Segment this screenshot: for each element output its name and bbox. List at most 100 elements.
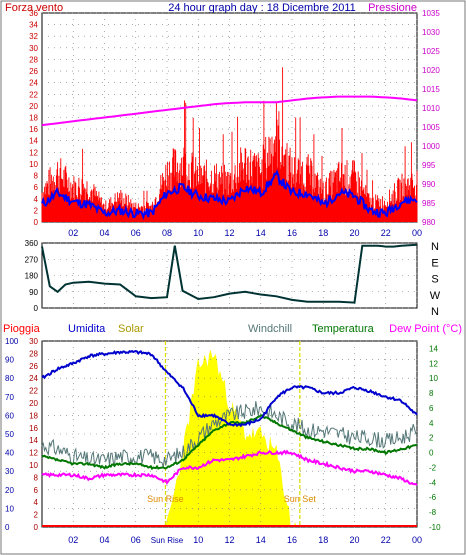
- sun-set-label: Sun Set: [284, 494, 317, 504]
- wind-pressure-plot: 0246810121416182022242628303234369809859…: [29, 9, 440, 238]
- wind-x-tick-label: 12: [224, 228, 234, 238]
- dewpoint-line: [41, 449, 418, 486]
- wind-x-tick-label: 16: [287, 228, 297, 238]
- direction-tick-label: 360: [25, 239, 39, 248]
- wind-tick-label: 10: [29, 160, 38, 169]
- wind-x-tick-label: 18: [318, 228, 328, 238]
- legend-dewpoint: Dew Point (°C): [389, 323, 462, 335]
- direction-tick-label: 270: [25, 255, 39, 264]
- wind-tick-label: 18: [29, 114, 38, 123]
- temp-tick-label: 12: [429, 359, 438, 368]
- wind-tick-label: 26: [29, 67, 38, 76]
- legend-temperatura: Temperatura: [312, 323, 375, 335]
- wind-x-tick-label: 06: [131, 228, 141, 238]
- umidita-tick-label: 70: [5, 393, 14, 402]
- wind-tick-label: 8: [34, 172, 39, 181]
- pressure-tick-label: 1015: [422, 85, 440, 94]
- temp-tick-label: -4: [429, 478, 437, 487]
- temp-x-tick-label: 10: [193, 535, 203, 545]
- umidita-tick-label: 90: [5, 356, 14, 365]
- wind-tick-label: 4: [34, 195, 39, 204]
- pressure-tick-label: 995: [422, 161, 436, 170]
- umidita-tick-label: 0: [5, 523, 10, 532]
- pioggia-tick-label: 14: [29, 436, 38, 445]
- solar-area: [165, 349, 300, 527]
- pressure-tick-label: 985: [422, 199, 436, 208]
- compass-label: N: [431, 241, 439, 253]
- pioggia-tick-label: 2: [34, 511, 39, 520]
- legend-umidita: Umidita: [68, 323, 106, 335]
- chart-title: 24 hour graph day : 18 Dicembre 2011: [168, 2, 356, 14]
- pressure-axis-label: Pressione: [368, 2, 417, 14]
- wind-tick-label: 2: [34, 206, 39, 215]
- temp-x-tick-label: 20: [349, 535, 359, 545]
- temp-x-tick-label: 04: [99, 535, 109, 545]
- temp-humidity-solar-plot: 0102030405060708090100024681012141618202…: [5, 337, 441, 545]
- temp-x-tick-label: 18: [318, 535, 328, 545]
- wind-x-tick-label: 10: [193, 228, 203, 238]
- legend-pioggia: Pioggia: [3, 323, 41, 335]
- pressure-tick-label: 990: [422, 180, 436, 189]
- wind-tick-label: 16: [29, 125, 38, 134]
- wind-tick-label: 14: [29, 137, 38, 146]
- temp-tick-label: -8: [429, 508, 437, 517]
- pioggia-tick-label: 30: [29, 337, 38, 346]
- wind-x-tick-label: 14: [256, 228, 266, 238]
- pioggia-tick-label: 12: [29, 449, 38, 458]
- pioggia-tick-label: 16: [29, 424, 38, 433]
- wind-tick-label: 36: [29, 9, 38, 18]
- wind-axis-label: Forza vento: [5, 2, 63, 14]
- umidita-tick-label: 80: [5, 374, 14, 383]
- legend-windchill: Windchill: [248, 323, 292, 335]
- wind-x-tick-label: 20: [349, 228, 359, 238]
- temp-tick-label: -10: [429, 523, 441, 532]
- umidita-tick-label: 60: [5, 411, 14, 420]
- temp-tick-label: 0: [429, 449, 434, 458]
- wind-tick-label: 0: [34, 218, 39, 227]
- wind-average-line: [41, 169, 418, 221]
- pressure-tick-label: 1025: [422, 47, 440, 56]
- pioggia-tick-label: 0: [34, 523, 39, 532]
- temp-x-tick-label: 12: [224, 535, 234, 545]
- direction-line: [41, 243, 418, 304]
- compass-label: S: [431, 274, 438, 286]
- wind-tick-label: 12: [29, 148, 38, 157]
- temp-tick-label: 4: [429, 419, 434, 428]
- pioggia-tick-label: 10: [29, 461, 38, 470]
- sun-rise-label: Sun Rise: [147, 494, 184, 504]
- wind-x-tick-label: 00: [412, 228, 422, 238]
- wind-tick-label: 24: [29, 79, 38, 88]
- pressure-line: [41, 95, 418, 127]
- pioggia-tick-label: 22: [29, 387, 38, 396]
- wind-x-tick-label: 02: [68, 228, 78, 238]
- pressure-tick-label: 1010: [422, 104, 440, 113]
- temp-tick-label: 8: [429, 389, 434, 398]
- pioggia-tick-label: 28: [29, 349, 38, 358]
- wind-x-tick-label: 22: [381, 228, 391, 238]
- temp-x-tick-label: 06: [131, 535, 141, 545]
- wind-x-tick-label: 04: [99, 228, 109, 238]
- wind-tick-label: 30: [29, 44, 38, 53]
- wind-tick-label: 32: [29, 32, 38, 41]
- temp-tick-label: -6: [429, 493, 437, 502]
- umidita-tick-label: 50: [5, 430, 14, 439]
- temp-x-tick-label: 16: [287, 535, 297, 545]
- wind-tick-label: 20: [29, 102, 38, 111]
- temp-tick-label: 2: [429, 434, 434, 443]
- umidita-tick-label: 10: [5, 504, 14, 513]
- windchill-line: [41, 401, 418, 468]
- pressure-tick-label: 1000: [422, 142, 440, 151]
- legend-solar: Solar: [118, 323, 144, 335]
- temp-tick-label: 6: [429, 404, 434, 413]
- temp-x-tick-label: 14: [256, 535, 266, 545]
- wind-tick-label: 28: [29, 55, 38, 64]
- umidita-tick-label: 100: [5, 337, 19, 346]
- temp-x-tick-label: 02: [68, 535, 78, 545]
- umidita-line: [41, 349, 418, 428]
- wind-tick-label: 22: [29, 90, 38, 99]
- pressure-tick-label: 1005: [422, 123, 440, 132]
- pressure-tick-label: 1035: [422, 9, 440, 18]
- umidita-tick-label: 40: [5, 449, 14, 458]
